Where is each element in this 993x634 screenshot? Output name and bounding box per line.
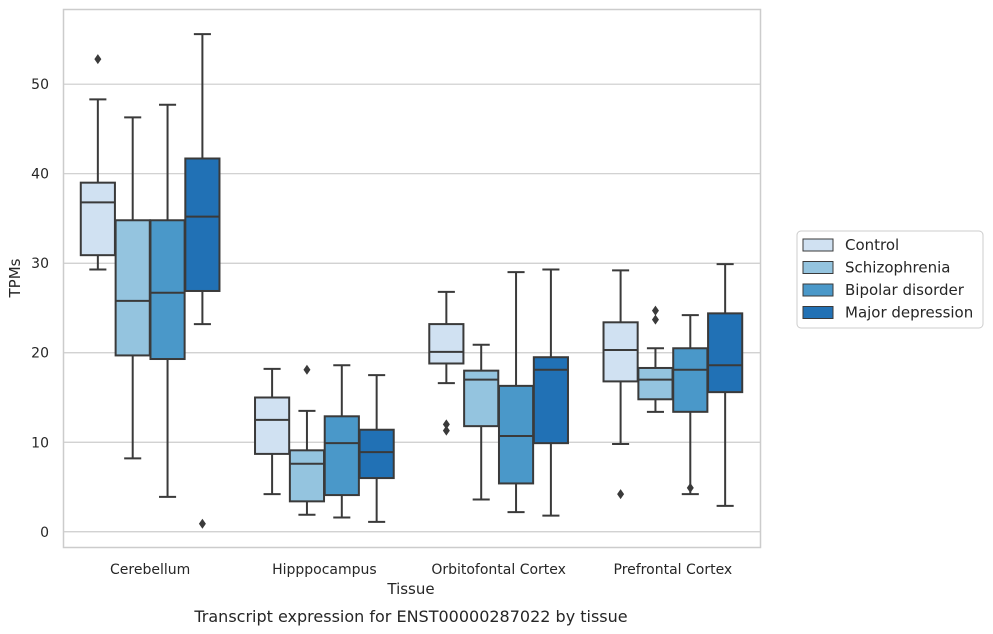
x-tick-label: Cerebellum (110, 562, 190, 578)
iqr-box (288, 449, 326, 503)
outlier-point (651, 305, 659, 316)
box-control (602, 269, 639, 500)
chart-caption: Transcript expression for ENST0000028702… (193, 607, 627, 626)
box-control (428, 290, 465, 436)
legend-label: Bipolar disorder (845, 281, 965, 299)
box-groups (79, 33, 744, 529)
y-tick-label: 10 (31, 435, 49, 451)
outlier-point (442, 419, 450, 430)
box-bipolar-disorder (149, 103, 186, 498)
iqr-box (358, 428, 395, 480)
box-major-depression (184, 33, 221, 529)
box-control (79, 54, 116, 271)
outlier-point (686, 482, 694, 493)
iqr-box (672, 347, 709, 413)
box-major-depression (358, 374, 395, 523)
legend-swatch (802, 306, 834, 319)
outlier-point (303, 364, 311, 375)
box-bipolar-disorder (672, 314, 709, 496)
x-tick-label: Orbitofontal Cortex (431, 562, 566, 578)
plot-frame (62, 8, 762, 549)
y-tick-label: 0 (40, 525, 49, 541)
y-tick-labels: 0 10 20 30 40 50 (31, 77, 49, 541)
iqr-box (79, 181, 116, 257)
legend-frame (796, 230, 984, 329)
box-major-depression (707, 263, 744, 507)
y-tick-label: 30 (31, 256, 49, 272)
box-major-depression (532, 268, 569, 517)
iqr-box (497, 384, 535, 485)
outlier-point (442, 425, 450, 436)
y-tick-label: 20 (31, 346, 49, 362)
y-tick-label: 50 (31, 77, 49, 93)
x-axis-label: Tissue (386, 580, 434, 598)
box-control (254, 367, 291, 496)
outlier-point (651, 314, 659, 325)
x-tick-label: Hipppocampus (272, 562, 377, 578)
box-bipolar-disorder (497, 271, 535, 514)
outlier-point (94, 54, 102, 65)
iqr-box (149, 219, 186, 361)
iqr-box (428, 323, 465, 365)
iqr-box (707, 312, 744, 394)
legend-swatch (802, 283, 834, 297)
legend-swatch (802, 261, 834, 274)
iqr-box (532, 356, 569, 445)
box-schizophrenia (114, 116, 151, 460)
outlier-point (617, 489, 625, 500)
iqr-box (323, 415, 360, 497)
iqr-box (184, 157, 221, 292)
box-bipolar-disorder (323, 364, 360, 519)
iqr-box (114, 219, 151, 357)
x-tick-label: Prefrontal Cortex (614, 562, 733, 578)
outlier-point (198, 518, 206, 529)
y-tick-label: 40 (31, 167, 49, 183)
legend-label: Major depression (845, 304, 973, 322)
iqr-box (254, 396, 291, 455)
legend-label: Schizophrenia (845, 259, 950, 277)
legend-swatch (802, 238, 834, 252)
iqr-box (602, 321, 639, 383)
legend: Control Schizophrenia Bipolar disorder Majo… (796, 230, 984, 329)
x-tick-labels: Cerebellum Hipppocampus Orbitofontal Corte… (110, 562, 732, 578)
y-axis-label: TPMs (6, 258, 24, 298)
legend-label: Control (845, 236, 899, 254)
iqr-box (637, 366, 674, 401)
box-schizophrenia (288, 364, 326, 516)
